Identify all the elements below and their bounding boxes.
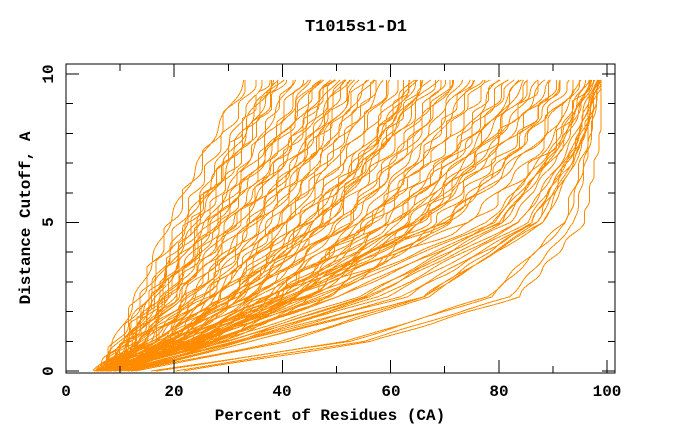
model-curve [97,79,271,372]
model-curve [109,79,582,372]
model-curve [113,79,593,372]
x-axis-label: Percent of Residues (CA) [215,407,445,425]
model-curve [94,79,337,372]
model-curve [102,79,356,372]
model-curve [105,79,246,372]
model-curve [116,79,580,372]
model-curve [99,79,558,372]
model-curve [135,79,601,372]
chart-title: T1015s1-D1 [305,18,407,37]
model-curve [99,79,440,372]
model-curve [120,79,592,372]
model-curve [100,79,524,372]
x-tick-label: 20 [164,383,183,401]
model-curve [96,79,297,372]
model-curve [117,79,335,372]
model-curve [115,79,574,372]
y-axis-label: Distance Cutoff, A [17,131,35,304]
model-curve [97,79,509,372]
model-curve [102,79,347,372]
x-tick-label: 100 [593,383,622,401]
model-curve [103,79,522,372]
model-curve [107,79,419,372]
model-curve [132,79,600,372]
model-curve [101,79,257,371]
model-curve [107,79,586,372]
model-curve [114,79,376,372]
model-curve [131,79,596,372]
model-curve [107,79,312,372]
model-curve [101,79,377,372]
x-tick-label: 60 [381,383,400,401]
y-tick-label: 5 [40,217,58,227]
model-curve [103,79,388,372]
x-tick-label: 40 [272,383,291,401]
model-curve [106,79,370,372]
model-curve [107,79,486,372]
model-curve [126,79,598,372]
model-curve [156,79,602,372]
model-curve [92,79,322,372]
model-curve [100,79,561,372]
model-curve [108,79,332,372]
model-curve [98,79,245,372]
model-curve [175,79,600,372]
x-tick-label: 0 [61,383,71,401]
model-curve [183,79,602,372]
y-tick-label: 0 [40,366,58,376]
model-curve [95,79,399,372]
model-curve [98,79,360,372]
tick-marks-group [65,64,615,373]
model-curve [118,79,591,372]
model-curve [95,79,279,372]
x-tick-label: 80 [489,383,508,401]
plot-box [65,63,616,374]
model-curve [110,79,574,372]
model-curve [96,79,351,372]
model-curve [103,79,442,372]
model-curve [96,79,322,372]
model-curve [100,79,336,371]
model-curve [105,79,528,372]
y-tick-label: 10 [40,64,58,83]
model-curve [102,79,285,372]
model-curves-group [92,79,602,372]
model-curve [127,79,602,372]
model-curve [129,79,602,372]
model-curve [102,79,322,372]
model-curve [106,79,278,371]
model-curve [106,79,384,372]
model-curve [105,79,515,372]
model-curve [99,79,416,372]
model-curve [103,79,454,372]
